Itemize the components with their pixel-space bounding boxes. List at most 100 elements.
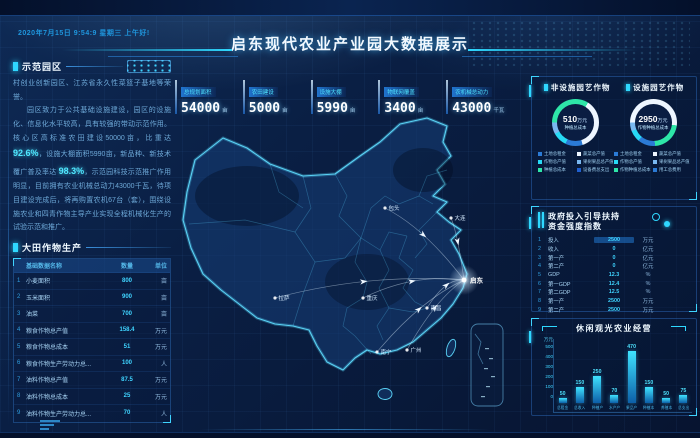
highlighted-value: 98.3% [58, 165, 85, 176]
legend-item: 土地总租金 [538, 151, 575, 157]
city-label: 拉萨 [279, 294, 291, 302]
legend-text: 作物总产值 [620, 159, 642, 164]
y-axis-label: 万元 [543, 337, 553, 342]
header-line-decoration [66, 66, 123, 67]
top-bar [0, 0, 700, 16]
stat-label: 总规划面积 [181, 87, 216, 97]
left-edge-decoration [8, 64, 9, 426]
bar-category-label: 水产产 [608, 405, 620, 410]
row-name: 小麦面积 [26, 279, 51, 286]
city-label: 广州 [411, 346, 422, 354]
stat-box: 农田建设 5000 亩 [242, 80, 306, 116]
dot-grid-icon [127, 60, 171, 73]
row-value: 158.4 [119, 327, 135, 334]
stat-unit: 亩 [282, 108, 288, 114]
legend-swatch [538, 152, 542, 156]
bars-area: 50 总租金 150 总收入 250 种植产 70 水产产 470 果品产 150 种植本 50 养殖本 7… [553, 339, 692, 413]
city-dot [273, 296, 277, 300]
header-quantity: 数量 [120, 264, 133, 270]
legend-swatch [538, 160, 542, 164]
city-dot [405, 348, 409, 352]
title-line-left-decoration [62, 49, 232, 51]
city-dot [461, 277, 467, 283]
row-value: 800 [121, 277, 132, 284]
donut-center: 2950万元 作物种植总成本 [630, 99, 677, 146]
row-value: 900 [121, 294, 132, 301]
government-fund-panel: 政府投入引导扶持 资金强度指数 1 投入 2500 万元 2 收入 0 亿元 3 第一产 0 亿元 4 第… [529, 206, 697, 314]
field-crops-title: 大田作物生产 [22, 243, 83, 253]
stat-value: 43000 千瓦 [452, 101, 505, 116]
bar [610, 395, 619, 403]
south-china-sea-inset [470, 323, 504, 407]
gov-row-name: 第一GDP [548, 281, 571, 288]
city-dot [425, 306, 429, 310]
facility-title: 设施园艺作物 [633, 83, 685, 92]
bar [558, 397, 567, 403]
y-axis: 万元 500 400 300 200 100 0 [536, 337, 553, 413]
province-borders [188, 163, 448, 355]
title-underline-left-decoration [108, 56, 238, 57]
gov-row-unit: 亿元 [642, 255, 654, 262]
plane-icon [454, 237, 460, 246]
bottom-bar [0, 432, 700, 438]
legend-swatch [538, 168, 542, 172]
stat-label: 农机械总动力 [452, 87, 493, 97]
row-unit: 亩 [160, 295, 167, 302]
demo-park-description: 村创业创新园区、江苏省永久性菜篮子基地等荣誉。园区致力于公共基础设施建设，园区的… [13, 77, 171, 233]
gov-row-name: 第二产 [548, 264, 565, 271]
city-label: 重庆 [367, 294, 379, 302]
bar-category-label: 总支出 [677, 405, 689, 410]
bar-column: 470 果品产 [624, 338, 639, 412]
row-unit: 人 [160, 411, 167, 418]
stat-value: 3400 亩 [384, 101, 424, 116]
row-unit: 万元 [154, 394, 167, 401]
legend-swatch [577, 152, 581, 156]
table-row: 3 油菜 700 亩 [14, 306, 170, 323]
gov-row-name: 投入 [548, 238, 559, 245]
city-dot [375, 350, 379, 354]
legend-swatch [614, 152, 618, 156]
donut-hole [634, 104, 672, 141]
donut-center: 510万元 种植总成本 [552, 99, 599, 146]
gov-row-index: 8 [538, 298, 541, 305]
gov-row-value: 0 [612, 263, 616, 270]
plane-icon [407, 279, 416, 285]
plane-icon [418, 230, 427, 238]
page-title-wrap: 启东现代农业产业园大数据展示 [0, 33, 700, 54]
demo-park-paragraph: 村创业创新园区、江苏省永久性菜篮子基地等荣誉。 [13, 77, 171, 104]
y-tick: 200 [545, 374, 553, 380]
gov-row-value: 0 [612, 246, 616, 253]
city-dot [361, 296, 365, 300]
city-label: 南昌 [431, 304, 442, 312]
double-bar-icon [538, 212, 544, 232]
legend-swatch [653, 152, 657, 156]
gov-row-value: 12.4 [608, 280, 620, 287]
legend-item: 蔬菜总产值 [653, 151, 690, 157]
row-name: 粮食作物总产值 [26, 328, 69, 335]
gov-table-row: 8 第一产 2500 万元 [538, 297, 690, 306]
leisure-bar-chart: 万元 500 400 300 200 100 0 50 总租金 150 总收入 250 种植产 70 水… [536, 337, 692, 413]
gov-row-unit: % [645, 272, 651, 279]
stat-unit: 亩 [349, 108, 356, 114]
paragraph-text: ，设施大棚面积5990亩，新品种、新技术覆广普及率达 [13, 151, 171, 176]
row-index: 1 [17, 277, 21, 284]
bar-category-label: 总收入 [574, 405, 586, 410]
header-line-decoration [86, 247, 171, 248]
bar-column: 150 种植本 [641, 338, 656, 412]
bar-value-label: 50 [663, 390, 670, 397]
legend-item: 用工总费用 [653, 167, 690, 173]
stats-row: 总规划面积 54000 亩 农田建设 5000 亩 设施大棚 5990 亩 物联网覆盖 3400 亩 农… [175, 80, 509, 116]
paragraph-text: 园区致力于公共基础设施建设，园区的设施化、信息化水平较高，具有较强的带动示范作用… [13, 107, 171, 142]
demo-park-paragraph: 园区致力于公共基础设施建设，园区的设施化、信息化水平较高，具有较强的带动示范作用… [13, 104, 171, 233]
donut-chart: 2950万元 作物种植总成本 [629, 99, 677, 146]
section-bullet-icon [626, 84, 631, 91]
bar-category-label: 果品产 [626, 405, 638, 410]
bar-column: 250 种植产 [590, 338, 605, 412]
government-fund-header: 政府投入引导扶持 资金强度指数 [538, 212, 690, 232]
gov-row-index: 3 [538, 254, 541, 261]
row-value: 51 [123, 343, 131, 350]
stat-value: 5990 亩 [316, 101, 356, 116]
stat-box: 物联网覆盖 3400 亩 [378, 80, 441, 116]
legend-text: 果树果品总产值 [583, 159, 614, 164]
gov-table-row: 3 第一产 0 亿元 [538, 253, 690, 262]
